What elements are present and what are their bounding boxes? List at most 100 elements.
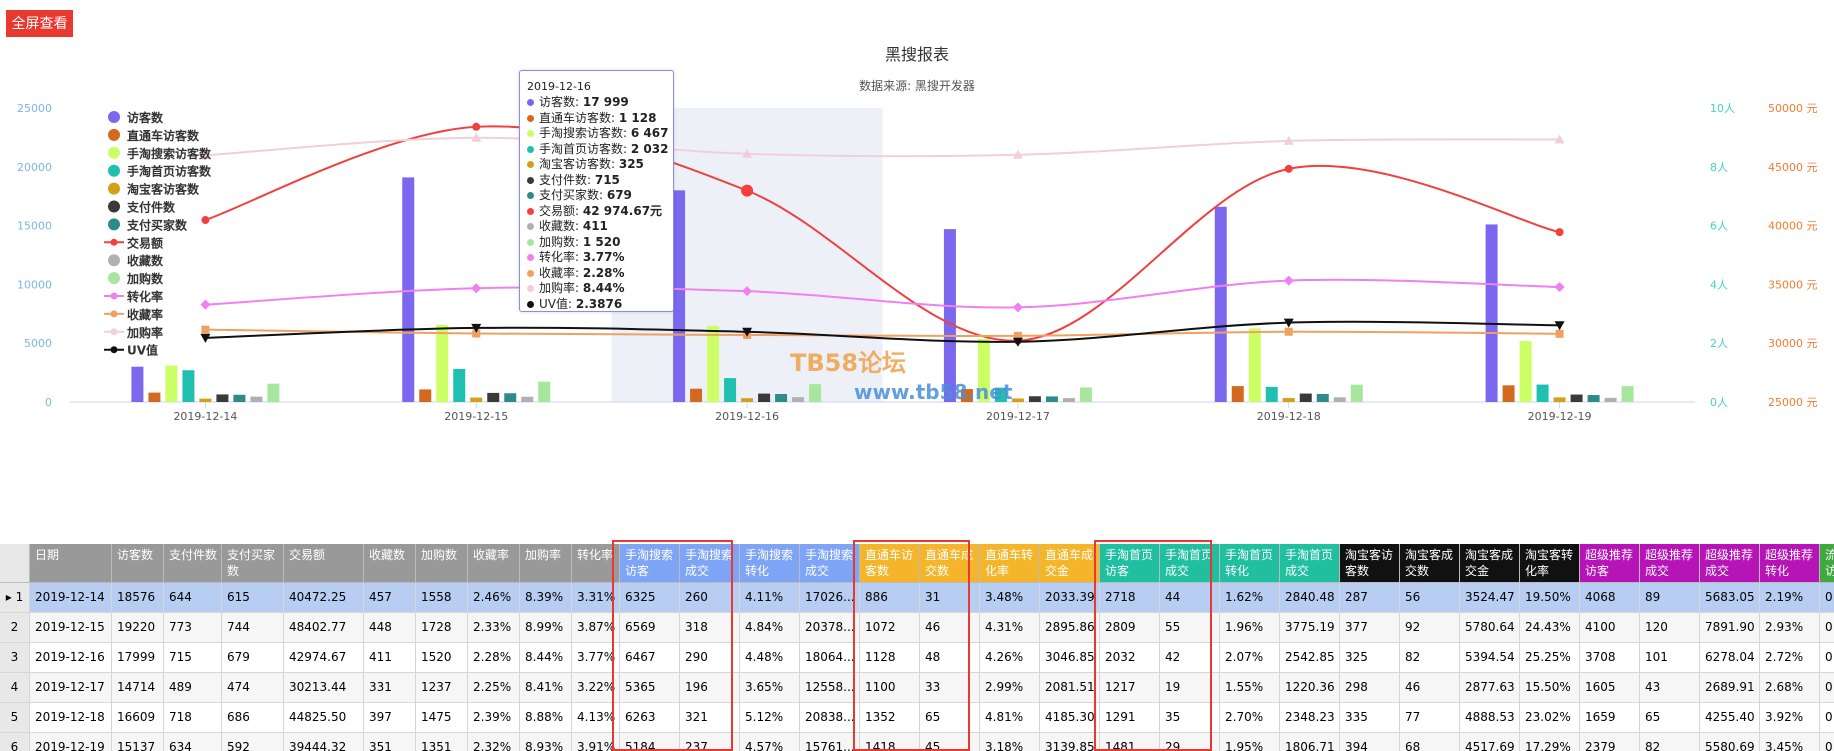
tooltip-value: 2 032 — [630, 141, 669, 156]
table-cell: 18064... — [800, 643, 860, 673]
table-cell: 2.72% — [1760, 643, 1820, 673]
table-cell: 3.22% — [572, 673, 620, 703]
table-cell: 298 — [1340, 673, 1400, 703]
tooltip-row: 支付买家数: 679 — [527, 188, 673, 204]
column-header[interactable]: 超级推荐访客 — [1580, 544, 1640, 583]
table-cell: 474 — [222, 673, 284, 703]
column-header[interactable]: 直通车成交金 — [1040, 544, 1100, 583]
y-right2-tick: 35000 元 — [1768, 278, 1818, 291]
table-cell: 457 — [364, 583, 416, 613]
tooltip-row: 手淘首页访客数: 2 032 — [527, 142, 673, 158]
tooltip-label: 转化率: — [539, 250, 583, 264]
bar-3-1 — [453, 368, 466, 402]
table-cell: 19.50% — [1520, 583, 1580, 613]
column-header[interactable]: 手淘首页转化 — [1220, 544, 1280, 583]
table-cell: 2689.91 — [1700, 673, 1760, 703]
table-cell: 592 — [222, 733, 284, 751]
table-cell: 2.32% — [468, 733, 520, 751]
column-header[interactable]: 转化率 — [572, 544, 620, 583]
svg-text:访客数: 访客数 — [127, 110, 164, 125]
column-header[interactable]: 交易额 — [284, 544, 364, 583]
column-header[interactable]: 淘宝客成交数 — [1400, 544, 1460, 583]
marker-1-0 — [200, 299, 211, 310]
x-tick-label: 2019-12-16 — [715, 410, 779, 423]
table-cell: 4.84% — [740, 613, 800, 643]
bar-0-4 — [1214, 206, 1227, 402]
table-row[interactable]: 5 2019-12-18 16609 718 686 44825.50 397 1475 2.3… — [0, 703, 1834, 733]
table-cell: 2809 — [1100, 613, 1160, 643]
column-header[interactable]: 支付件数 — [164, 544, 222, 583]
column-header[interactable]: 直通车成交数 — [920, 544, 980, 583]
tooltip-label: 支付买家数: — [539, 188, 607, 202]
table-cell: 29 — [1160, 733, 1220, 751]
table-cell: 718 — [164, 703, 222, 733]
tooltip-row: 收藏数: 411 — [527, 219, 673, 235]
table-cell: 3.18% — [980, 733, 1040, 751]
series-dot-icon — [527, 238, 534, 246]
table-row[interactable]: 4 2019-12-17 14714 489 474 30213.44 331 1237 2.2… — [0, 673, 1834, 703]
column-header[interactable]: 淘宝客转化率 — [1520, 544, 1580, 583]
table-row[interactable]: 6 2019-12-19 15137 634 592 39444.32 351 1351 2.3… — [0, 733, 1834, 751]
bar-6-2 — [775, 394, 788, 402]
table-row[interactable]: 2 2019-12-15 19220 773 744 48402.77 448 1728 2.3… — [0, 613, 1834, 643]
column-header[interactable]: 超级推荐转化 — [1760, 544, 1820, 583]
column-header[interactable]: 手淘首页访客 — [1100, 544, 1160, 583]
column-header[interactable]: 访客数 — [112, 544, 164, 583]
tooltip-label: 加购数: — [539, 234, 583, 249]
marker-4-2 — [742, 327, 753, 337]
fullscreen-button[interactable]: 全屏查看 — [6, 10, 73, 37]
column-header[interactable]: 流量访客 — [1820, 544, 1834, 583]
table-cell: 20378... — [800, 613, 860, 643]
table-cell: 82 — [1640, 733, 1700, 751]
table-cell: 331 — [364, 673, 416, 703]
tooltip-value: 6 467 — [630, 126, 669, 140]
tooltip-label: 加购率: — [539, 281, 583, 295]
column-header[interactable] — [0, 544, 30, 583]
column-header[interactable]: 支付买家数 — [222, 544, 284, 583]
column-header[interactable]: 淘宝客访客数 — [1340, 544, 1400, 583]
marker-1-4 — [1283, 275, 1294, 286]
bar-1-0 — [148, 392, 161, 402]
table-cell: 4185.30 — [1040, 703, 1100, 733]
column-header[interactable]: 手淘搜索成交 — [800, 544, 860, 583]
legend-item: 淘宝客访客数 — [108, 182, 200, 197]
y-left-tick: 25000 — [17, 102, 52, 115]
table-cell: 48402.77 — [284, 613, 364, 643]
column-header[interactable]: 加购数 — [416, 544, 468, 583]
table-row[interactable]: ▸ 1 2019-12-14 18576 644 615 40472.25 457 1558 2… — [0, 583, 1834, 613]
table-cell: 12558... — [800, 673, 860, 703]
column-header[interactable]: 直通车访客数 — [860, 544, 920, 583]
column-header[interactable]: 日期 — [30, 544, 112, 583]
tooltip-label: 手淘搜索访客数: — [539, 126, 631, 140]
table-cell: 394 — [1340, 733, 1400, 751]
column-header[interactable]: 手淘首页成交 — [1160, 544, 1220, 583]
column-header[interactable]: 直通车转化率 — [980, 544, 1040, 583]
column-header[interactable]: 手淘首页成交 — [1280, 544, 1340, 583]
column-header[interactable]: 收藏率 — [468, 544, 520, 583]
series-dot-icon — [527, 192, 534, 199]
legend-item: 交易额 — [104, 235, 163, 250]
bar-4-4 — [1282, 398, 1295, 402]
table-cell: 4068 — [1580, 583, 1640, 613]
column-header[interactable]: 收藏数 — [364, 544, 416, 583]
table-cell: 8.88% — [520, 703, 572, 733]
table-row[interactable]: 3 2019-12-16 17999 715 679 42974.67 411 1520 2.2… — [0, 643, 1834, 673]
column-header[interactable]: 手淘搜索转化 — [740, 544, 800, 583]
marker-1-5 — [1554, 282, 1565, 293]
series-dot-icon — [527, 130, 534, 137]
row-index: 2 — [0, 613, 30, 643]
column-header[interactable]: 手淘搜索成交 — [680, 544, 740, 583]
series-dot-icon — [527, 176, 534, 184]
column-header[interactable]: 加购率 — [520, 544, 572, 583]
bar-8-0 — [267, 383, 280, 402]
tooltip-date: 2019-12-16 — [527, 80, 591, 93]
column-header[interactable]: 超级推荐成交 — [1640, 544, 1700, 583]
svg-text:手淘首页访客数: 手淘首页访客数 — [127, 164, 212, 179]
tooltip-label: 直通车访客数: — [539, 110, 619, 125]
row-index: 6 — [0, 733, 30, 751]
column-header[interactable]: 超级推荐成交 — [1700, 544, 1760, 583]
table-cell: 1.95% — [1220, 733, 1280, 751]
column-header[interactable]: 淘宝客成交金 — [1460, 544, 1520, 583]
column-header[interactable]: 手淘搜索访客 — [620, 544, 680, 583]
table-cell: 17026... — [800, 583, 860, 613]
